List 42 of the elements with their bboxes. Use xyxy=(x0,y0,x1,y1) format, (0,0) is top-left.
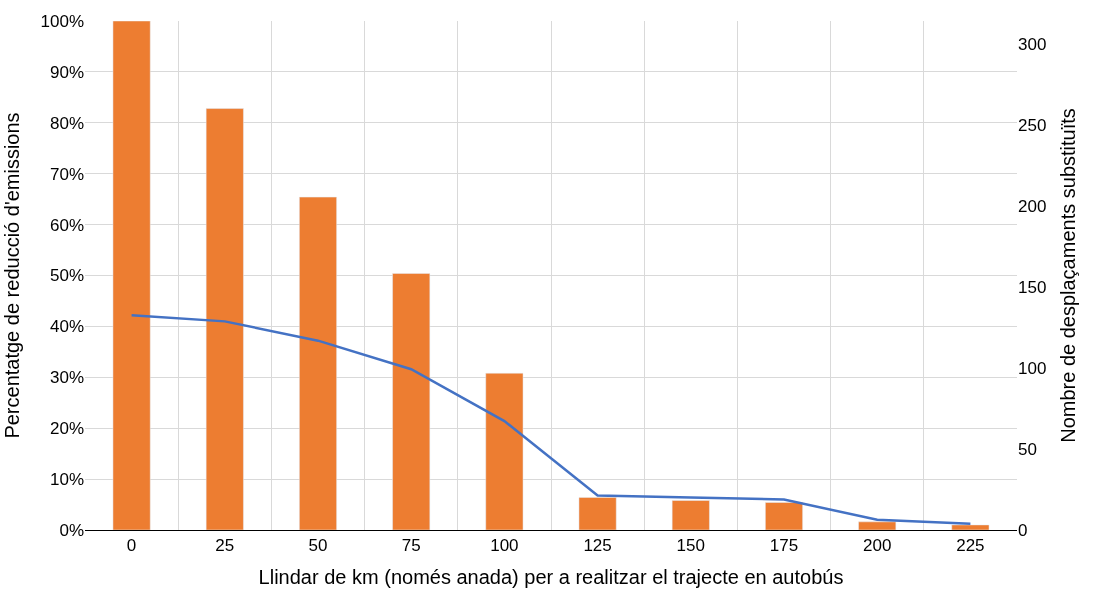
y-tick-label: 80% xyxy=(49,113,84,133)
y-tick-label: 50% xyxy=(49,266,84,286)
x-tick-label: 175 xyxy=(769,536,799,556)
y-tick-label: 40% xyxy=(49,317,84,337)
x-axis-title: Llindar de km (només anada) per a realitzar el trajecte en autobús xyxy=(258,565,844,588)
x-tick-label: 200 xyxy=(863,536,892,556)
bar xyxy=(299,196,337,530)
y2-tick-label: 100 xyxy=(1018,358,1047,378)
y-tick-label: 30% xyxy=(49,368,84,388)
bar xyxy=(112,21,151,530)
bar xyxy=(765,502,803,530)
bar xyxy=(485,372,524,530)
x-tick-label: 150 xyxy=(676,536,705,556)
bar xyxy=(858,521,897,530)
x-tick-label: 0 xyxy=(126,536,137,556)
bar xyxy=(205,108,244,530)
y2-tick-label: 0 xyxy=(1018,520,1028,540)
x-tick-label: 125 xyxy=(583,536,612,556)
y-tick-label: 70% xyxy=(49,164,84,184)
y2-tick-label: 150 xyxy=(1018,277,1047,297)
bar xyxy=(392,273,431,530)
x-tick-label: 225 xyxy=(956,536,985,556)
y2-tick-label: 50 xyxy=(1018,439,1037,459)
y-axis-title: Percentatge de reducció d'emissions xyxy=(1,112,24,439)
y-tick-label: 90% xyxy=(49,62,84,82)
y2-tick-label: 300 xyxy=(1018,34,1047,54)
y-tick-label: 0% xyxy=(59,520,84,540)
y2-tick-label: 200 xyxy=(1018,196,1047,216)
line-series xyxy=(130,313,972,526)
y2-axis-title: Nombre de desplaçaments substituïts xyxy=(1056,108,1079,443)
y-tick-label: 100% xyxy=(40,11,84,31)
x-tick-label: 25 xyxy=(215,536,235,556)
y-tick-label: 10% xyxy=(49,470,84,490)
y-tick-label: 20% xyxy=(49,419,84,439)
bar xyxy=(671,500,710,530)
bar xyxy=(578,497,617,530)
y-tick-label: 60% xyxy=(49,215,84,235)
x-tick-label: 50 xyxy=(308,536,328,556)
bar xyxy=(951,524,990,530)
y2-tick-label: 250 xyxy=(1018,115,1047,135)
x-tick-label: 75 xyxy=(401,536,421,556)
x-tick-label: 100 xyxy=(490,536,519,556)
